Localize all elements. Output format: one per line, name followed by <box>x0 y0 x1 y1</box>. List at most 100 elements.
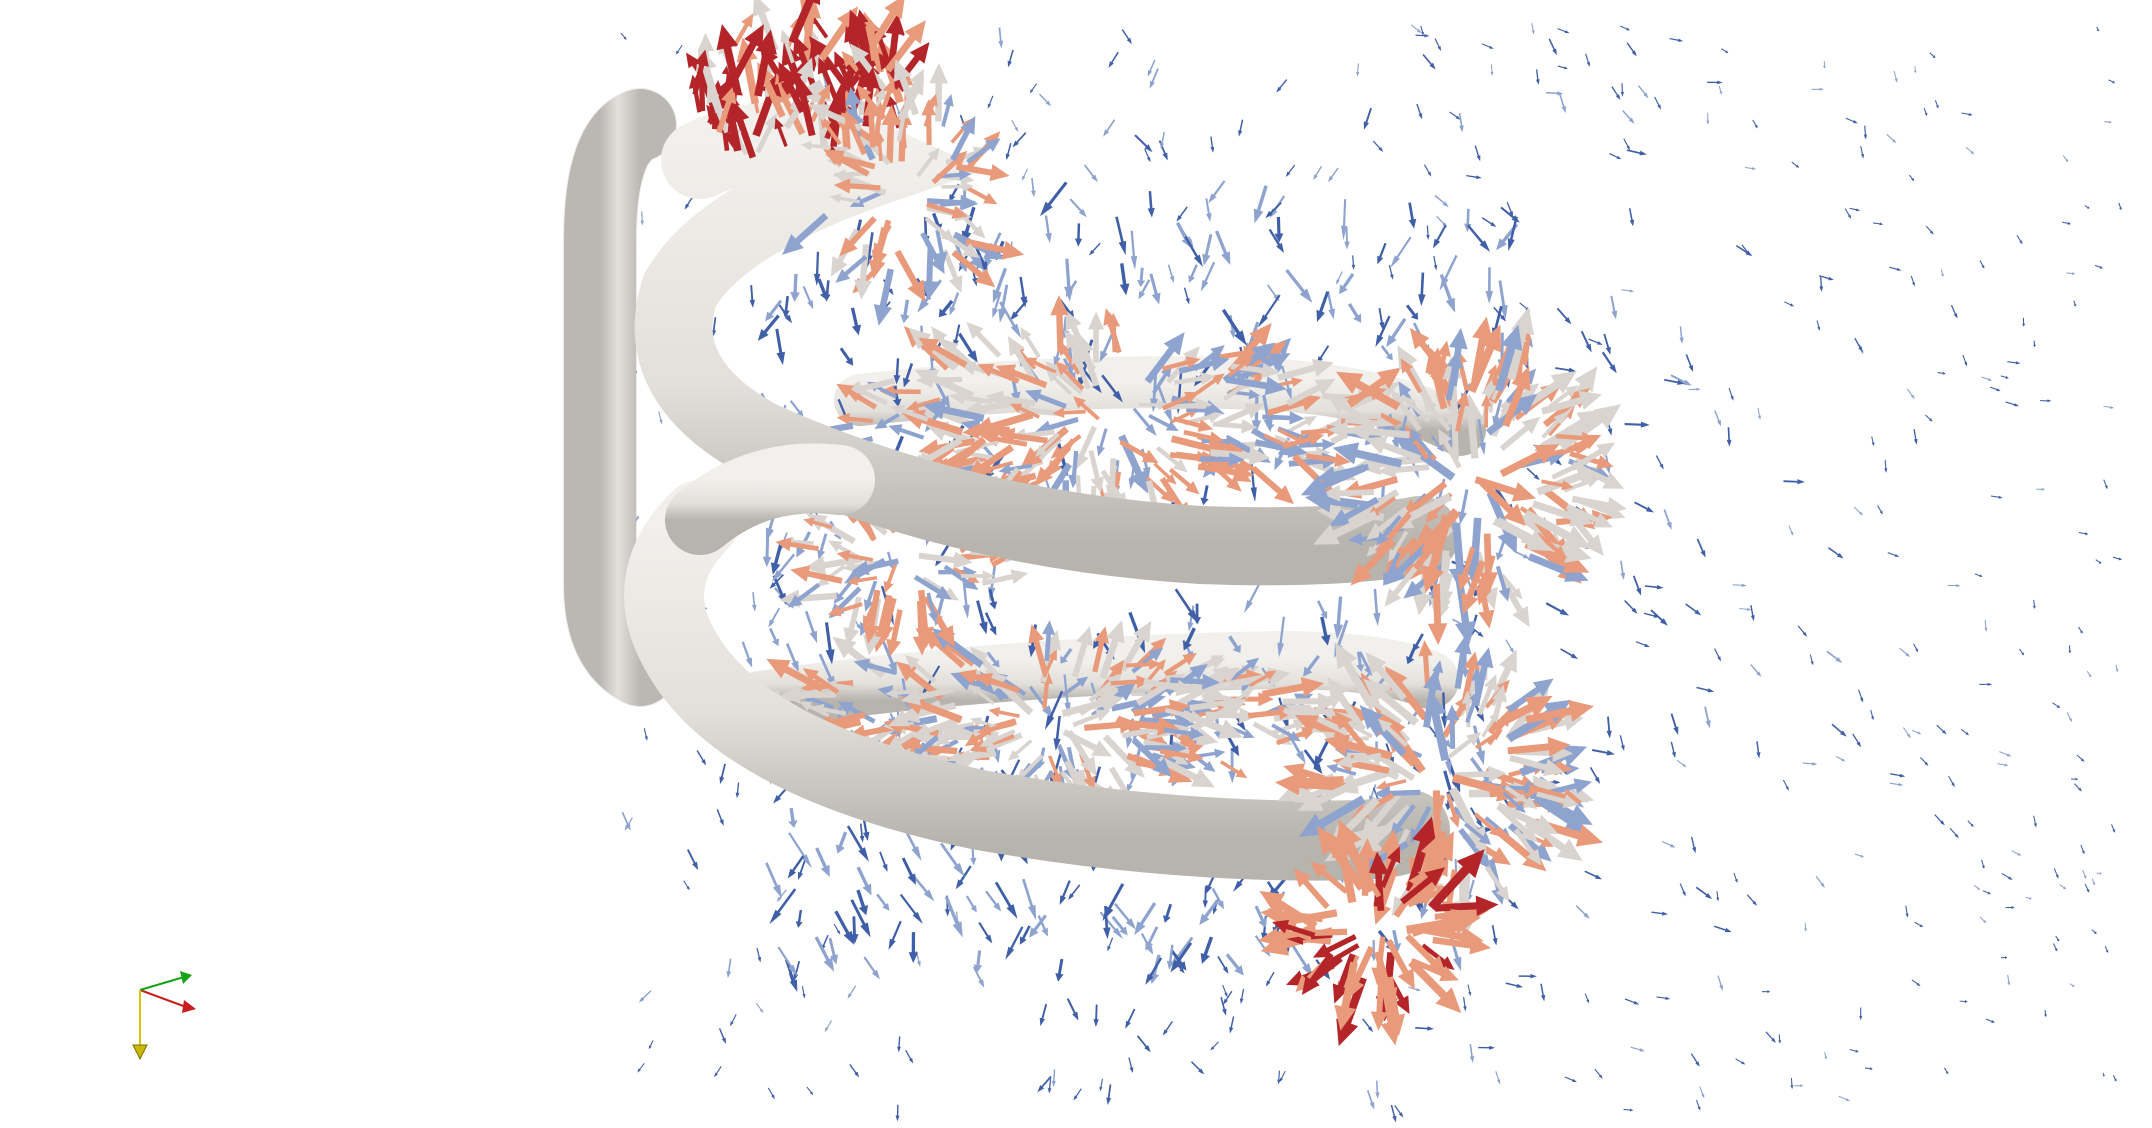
vector-glyph <box>800 140 832 151</box>
vector-glyph <box>1055 361 1085 391</box>
vector-glyph <box>878 78 896 119</box>
vector-glyph <box>735 782 740 799</box>
vector-glyph <box>1434 194 1449 208</box>
vector-glyph <box>1148 413 1179 432</box>
vector-glyph <box>960 570 995 582</box>
vector-glyph <box>1341 199 1348 241</box>
vector-glyph <box>2082 869 2087 880</box>
vector-glyph <box>888 920 902 950</box>
vector-glyph <box>1363 678 1419 726</box>
vector-glyph <box>885 13 905 74</box>
vector-glyph <box>821 934 829 951</box>
vector-glyph <box>1622 109 1635 124</box>
vector-glyph <box>1265 201 1282 219</box>
vector-glyph <box>1505 982 1524 988</box>
vector-glyph <box>1162 903 1173 923</box>
vector-glyph <box>1119 263 1130 296</box>
vector-glyph <box>2091 929 2097 934</box>
vector-glyph <box>1406 645 1417 665</box>
vector-glyph <box>839 347 854 366</box>
vector-glyph <box>2076 754 2085 762</box>
vector-glyph <box>1664 378 1685 385</box>
vector-glyph <box>1482 364 1497 395</box>
vector-glyph <box>817 278 829 301</box>
vector-glyph <box>788 0 821 44</box>
vector-glyph <box>1167 264 1175 283</box>
vector-glyph <box>900 68 924 114</box>
vector-glyph <box>1620 83 1624 97</box>
vector-glyph <box>1545 602 1570 616</box>
vector-glyph <box>1838 1095 1851 1102</box>
vector-glyph <box>913 574 952 600</box>
vector-glyph <box>1533 795 1588 834</box>
vector-glyph <box>1420 510 1461 554</box>
vector-glyph <box>900 299 910 324</box>
vector-glyph <box>940 842 965 877</box>
vector-glyph <box>1351 255 1356 270</box>
vector-glyph <box>2040 399 2052 403</box>
vector-glyph <box>1564 1076 1577 1083</box>
vector-glyph <box>1611 86 1621 100</box>
vector-glyph <box>1446 793 1461 828</box>
vector-glyph <box>1506 201 1514 217</box>
vector-glyph <box>2102 1072 2106 1077</box>
vector-glyph <box>988 588 998 610</box>
vector-glyph <box>1475 554 1496 606</box>
vector-glyph <box>1548 38 1557 56</box>
vector-glyph <box>2016 234 2023 245</box>
vector-glyph <box>1388 264 1394 280</box>
vector-glyph <box>1144 148 1151 163</box>
vector-glyph <box>1495 1071 1501 1085</box>
vector-glyph <box>1423 164 1432 177</box>
vector-glyph <box>1584 870 1603 880</box>
vector-glyph <box>762 537 772 568</box>
vector-glyph <box>797 858 807 881</box>
vector-glyph <box>1366 1090 1375 1110</box>
vector-glyph <box>1103 119 1116 137</box>
vector-glyph <box>1852 733 1862 748</box>
vector-glyph <box>1457 546 1476 592</box>
vector-glyph <box>963 184 998 205</box>
vector-glyph <box>1422 507 1458 545</box>
vector-glyph <box>905 397 941 412</box>
vector-glyph <box>1496 802 1559 834</box>
vector-glyph <box>1502 782 1537 794</box>
vector-glyph <box>1495 565 1511 602</box>
vector-glyph <box>1162 1021 1173 1036</box>
vector-glyph <box>806 1086 814 1096</box>
vector-glyph <box>1155 445 1188 473</box>
vector-glyph <box>1410 805 1432 845</box>
vector-glyph <box>835 831 848 854</box>
vector-glyph <box>1194 373 1225 396</box>
vector-glyph <box>1455 579 1477 646</box>
vector-glyph <box>1913 66 1917 74</box>
vector-glyph <box>1431 660 1444 695</box>
vector-glyph <box>829 193 860 204</box>
vector-glyph <box>1690 1053 1700 1067</box>
vector-glyph <box>1186 405 1218 416</box>
vector-glyph <box>1654 96 1662 110</box>
vector-glyph <box>2033 340 2037 348</box>
vector-glyph <box>1739 607 1752 611</box>
vector-glyph <box>1560 648 1579 659</box>
vector-glyph <box>862 816 870 841</box>
vector-glyph <box>1624 600 1638 614</box>
vector-glyph <box>1228 748 1237 784</box>
vector-glyph <box>874 130 885 162</box>
vector-glyph <box>1328 167 1339 183</box>
vector-glyph <box>1826 650 1843 664</box>
vector-glyph <box>1400 481 1448 519</box>
vector-glyph <box>1481 43 1494 49</box>
vector-glyph <box>1385 542 1430 586</box>
vector-glyph <box>1021 878 1037 921</box>
vector-glyph <box>1950 304 1958 319</box>
vector-glyph <box>1507 736 1571 757</box>
vector-glyph <box>2007 974 2011 986</box>
vector-glyph <box>1170 942 1193 973</box>
vector-glyph <box>1200 261 1216 292</box>
vector-glyph <box>1405 909 1482 935</box>
vector-glyph <box>1960 728 1970 736</box>
vector-glyph <box>1784 301 1795 307</box>
vector-glyph <box>1301 952 1334 995</box>
